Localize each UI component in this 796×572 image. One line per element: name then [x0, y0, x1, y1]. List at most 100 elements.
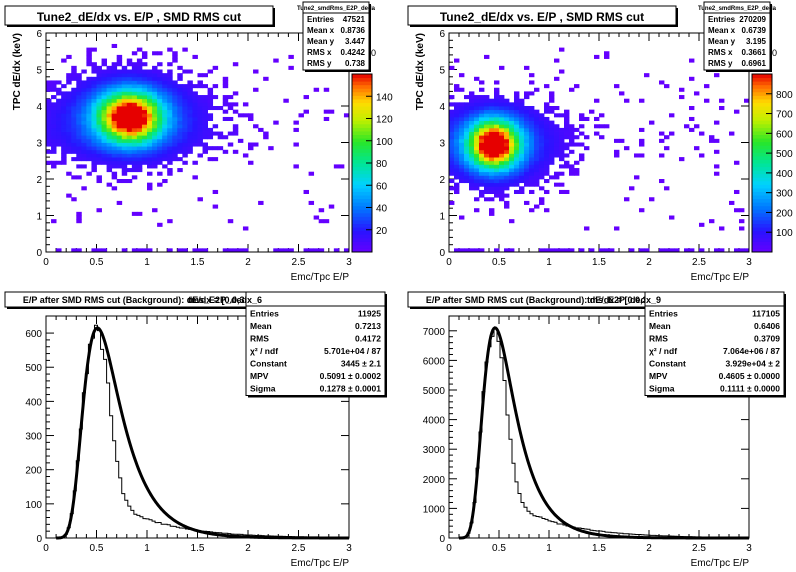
heatmap-cell — [147, 69, 153, 74]
heatmap-cell — [192, 142, 198, 147]
heatmap-cell — [504, 149, 510, 154]
heatmap-cell — [192, 106, 198, 111]
heatmap-cell — [141, 131, 148, 136]
heatmap-cell — [283, 248, 289, 253]
heatmap-cell — [529, 157, 535, 162]
heatmap-cell — [121, 138, 128, 143]
heatmap-cell — [71, 113, 77, 118]
heatmap-cell — [121, 84, 128, 89]
heatmap-cell — [187, 127, 193, 132]
heatmap-cell — [76, 109, 82, 114]
heatmap-cell — [544, 84, 550, 89]
heatmap-cell — [674, 248, 680, 253]
heatmap-cell — [469, 120, 475, 125]
heatmap-cell — [111, 80, 118, 85]
heatmap-cell — [504, 106, 510, 111]
heatmap-cell — [96, 248, 102, 253]
heatmap-cell — [659, 179, 665, 184]
heatmap-cell — [172, 116, 178, 121]
heatmap-cell — [172, 127, 178, 132]
heatmap-cell — [664, 146, 670, 151]
heatmap-cell — [514, 168, 520, 173]
heatmap-cell — [499, 189, 505, 194]
heatmap-cell — [81, 135, 87, 140]
heatmap-cell — [96, 80, 102, 85]
heatmap-cell — [454, 142, 460, 147]
colorbar-tick-label: 200 — [776, 208, 793, 219]
heatmap-cell — [46, 106, 52, 111]
heatmap-cell — [519, 98, 525, 103]
heatmap-cell — [639, 98, 645, 103]
heatmap-cell — [559, 135, 565, 140]
heatmap-cell — [504, 182, 510, 187]
heatmap-cell — [222, 109, 229, 114]
heatmap-cell — [524, 120, 530, 125]
heatmap-cell — [182, 120, 188, 125]
heatmap-cell — [116, 131, 123, 136]
heatmap-cell — [714, 149, 720, 154]
heatmap-cell — [449, 200, 455, 205]
heatmap-cell — [187, 87, 193, 92]
heatmap-cell — [479, 142, 485, 147]
stats-value: 0.5091 ± 0.0002 — [320, 371, 382, 381]
heatmap-cell — [454, 135, 460, 140]
heatmap-cell — [101, 87, 107, 92]
heatmap-cell — [454, 102, 460, 107]
heatmap-cell — [86, 54, 92, 59]
heatmap-cell — [106, 87, 113, 92]
heatmap-cell — [116, 84, 123, 89]
heatmap-cell — [569, 131, 575, 136]
heatmap-cell — [227, 142, 234, 147]
heatmap-cell — [101, 157, 107, 162]
heatmap-cell — [227, 95, 234, 100]
heatmap-cell — [288, 248, 294, 253]
heatmap-cell — [91, 127, 97, 132]
heatmap-cell — [504, 248, 510, 253]
heatmap-cell — [96, 138, 102, 143]
heatmap-cell — [46, 120, 52, 125]
heatmap-cell — [136, 65, 143, 70]
heatmap-cell — [86, 91, 92, 96]
heatmap-cell — [212, 131, 219, 136]
heatmap-cell — [549, 248, 555, 253]
colorbar-segment — [352, 138, 372, 143]
heatmap-cell — [61, 135, 67, 140]
heatmap-cell — [91, 157, 97, 162]
heatmap-cell — [464, 149, 470, 154]
heatmap-cell — [232, 62, 239, 67]
heatmap-cell — [544, 171, 550, 176]
heatmap-cell — [564, 135, 570, 140]
heatmap-cell — [729, 200, 735, 205]
heatmap-cell — [469, 138, 475, 143]
colorbar-segment — [752, 244, 772, 249]
heatmap-cell — [116, 200, 123, 205]
heatmap-cell — [106, 69, 113, 74]
colorbar-segment — [752, 152, 772, 157]
heatmap-cell — [529, 171, 535, 176]
heatmap-cell — [116, 91, 123, 96]
heatmap-cell — [529, 138, 535, 143]
heatmap-cell — [474, 186, 480, 191]
heatmap-cell — [509, 135, 515, 140]
heatmap-cell — [569, 135, 575, 140]
heatmap-cell — [514, 124, 520, 129]
heatmap-cell — [544, 142, 550, 147]
heatmap-cell — [222, 135, 229, 140]
heatmap-cell — [559, 171, 565, 176]
heatmap-cell — [56, 113, 62, 118]
heatmap-cell — [136, 91, 143, 96]
heatmap-cell — [111, 146, 118, 151]
chart-title: Tune2_dE/dx vs. E/P , SMD RMS cut — [37, 10, 241, 24]
y-tick-label: 2000 — [423, 475, 446, 486]
heatmap-cell — [71, 76, 77, 81]
colorbar-segment — [352, 209, 372, 214]
heatmap-cell — [534, 164, 540, 169]
heatmap-cell — [81, 124, 87, 129]
heatmap-cell — [167, 127, 173, 132]
heatmap-cell — [86, 47, 92, 52]
heatmap-cell — [162, 127, 168, 132]
heatmap-cell — [539, 153, 545, 158]
x-tick-label: 0.5 — [90, 543, 104, 554]
heatmap-cell — [157, 222, 163, 227]
heatmap-cell — [111, 153, 118, 158]
